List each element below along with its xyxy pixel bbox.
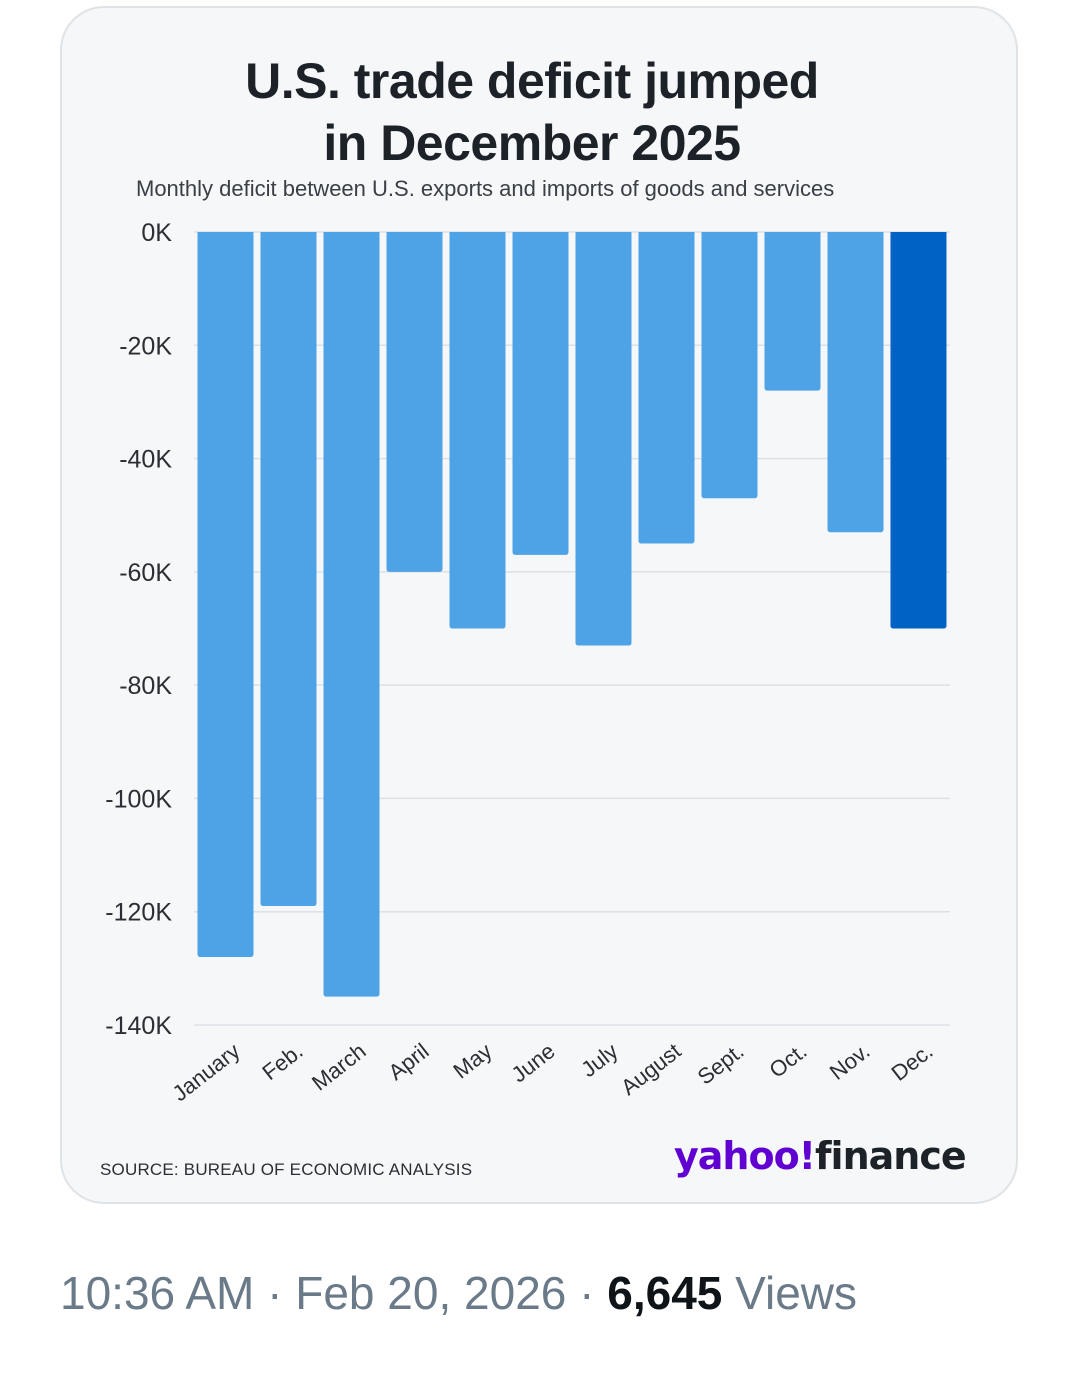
chart-title-line-1: U.S. trade deficit jumped bbox=[245, 53, 819, 109]
chart-title: U.S. trade deficit jumped in December 20… bbox=[62, 50, 1002, 174]
tweet-date[interactable]: Feb 20, 2026 bbox=[295, 1267, 567, 1319]
y-tick-label: -140K bbox=[105, 1012, 172, 1040]
chart-subtitle: Monthly deficit between U.S. exports and… bbox=[136, 176, 835, 201]
bar-june bbox=[512, 232, 569, 555]
bar-sept bbox=[701, 232, 758, 499]
x-tick-label: Oct. bbox=[764, 1038, 811, 1083]
y-tick-label: 0K bbox=[141, 219, 172, 247]
bar-oct bbox=[764, 232, 821, 391]
bar-august bbox=[638, 232, 695, 544]
x-tick-label: August bbox=[616, 1038, 685, 1100]
x-tick-label: June bbox=[507, 1038, 560, 1087]
x-tick-label: Nov. bbox=[825, 1038, 875, 1085]
bar-march bbox=[323, 232, 380, 997]
y-tick-label: -100K bbox=[105, 785, 172, 813]
chart-title-line-2: in December 2025 bbox=[323, 115, 741, 171]
y-tick-label: -20K bbox=[119, 332, 172, 360]
y-tick-label: -120K bbox=[105, 899, 172, 927]
y-tick-label: -40K bbox=[119, 446, 172, 474]
bar-dec bbox=[890, 232, 947, 629]
source-note: SOURCE: BUREAU OF ECONOMIC ANALYSIS bbox=[100, 1160, 473, 1179]
x-tick-label: April bbox=[384, 1038, 434, 1085]
x-tick-label: July bbox=[576, 1038, 622, 1082]
tweet-time[interactable]: 10:36 AM bbox=[60, 1267, 255, 1319]
views-label: Views bbox=[722, 1267, 858, 1319]
bar-feb bbox=[260, 232, 317, 907]
x-tick-label: Dec. bbox=[887, 1038, 938, 1086]
bar-chart: 0K -20K -40K -60K -80K -100K -120K -140KJanuary… bbox=[105, 219, 950, 1106]
x-tick-label: May bbox=[448, 1038, 496, 1083]
yahoo-finance-logo: yahoo!finance bbox=[674, 1134, 967, 1178]
chart-card: U.S. trade deficit jumped in December 20… bbox=[60, 6, 1018, 1204]
separator: · bbox=[566, 1267, 608, 1319]
y-tick-label: -60K bbox=[119, 559, 172, 587]
bar-july bbox=[575, 232, 632, 646]
y-tick-label: -80K bbox=[119, 672, 172, 700]
x-tick-label: March bbox=[307, 1038, 371, 1095]
x-tick-label: Sept. bbox=[693, 1038, 749, 1089]
tweet-meta: 10:36 AM · Feb 20, 2026 · 6,645 Views bbox=[60, 1266, 857, 1320]
views-count: 6,645 bbox=[607, 1267, 723, 1319]
bar-may bbox=[449, 232, 506, 629]
bar-april bbox=[386, 232, 443, 572]
separator: · bbox=[254, 1267, 296, 1319]
x-tick-label: Feb. bbox=[257, 1038, 307, 1085]
bar-january bbox=[197, 232, 254, 958]
x-tick-label: January bbox=[168, 1038, 245, 1106]
bar-nov bbox=[827, 232, 884, 533]
